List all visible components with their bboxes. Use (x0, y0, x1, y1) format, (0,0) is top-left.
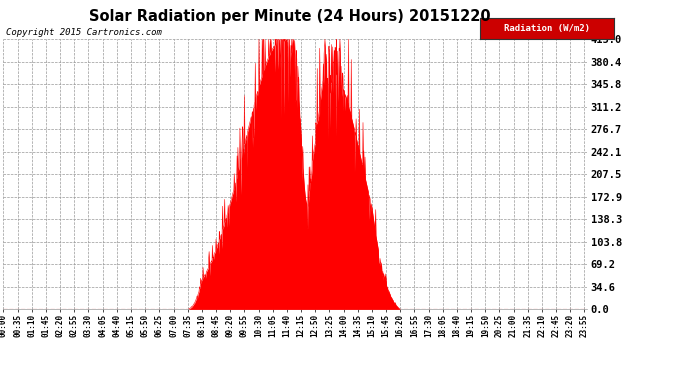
Text: Radiation (W/m2): Radiation (W/m2) (504, 24, 590, 33)
Text: Copyright 2015 Cartronics.com: Copyright 2015 Cartronics.com (6, 28, 161, 37)
Text: Solar Radiation per Minute (24 Hours) 20151220: Solar Radiation per Minute (24 Hours) 20… (89, 9, 491, 24)
